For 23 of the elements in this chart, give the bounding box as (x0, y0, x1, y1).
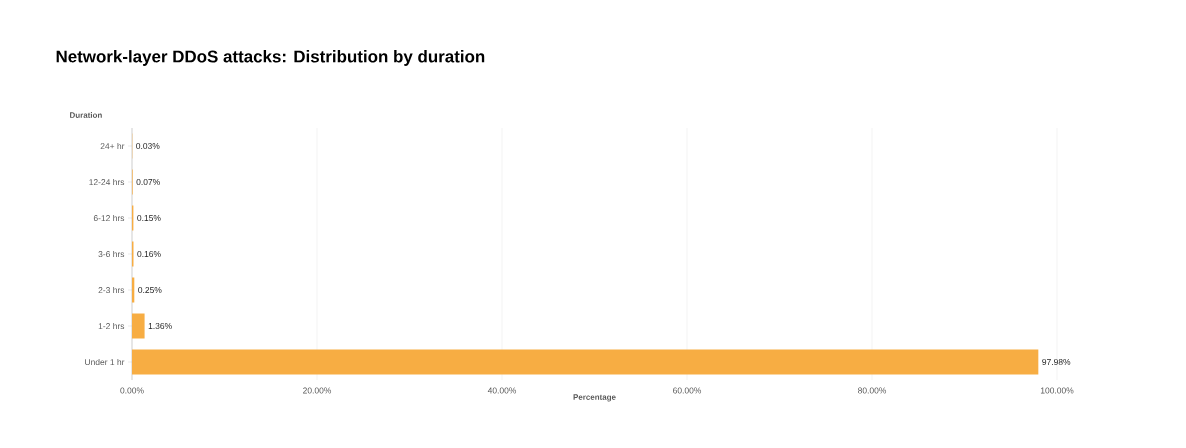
x-tick-label: 20.00% (303, 387, 332, 394)
y-tick-label: 6-12 hrs (93, 214, 125, 222)
y-tick-label: 2-3 hrs (98, 286, 125, 294)
y-tick-label: 1-2 hrs (98, 322, 125, 330)
data-label: 97.98% (1042, 359, 1071, 365)
chart-title: Network-layer DDoS attacks: Distribution by duration (56, 50, 485, 66)
data-label: 0.16% (137, 251, 161, 257)
x-tick-label: 0.00% (120, 387, 144, 394)
data-label: 0.07% (136, 179, 160, 185)
y-tick-label: 3-6 hrs (98, 250, 125, 258)
data-label: 0.25% (138, 287, 162, 293)
y-tick-label: 12-24 hrs (89, 178, 125, 186)
bar (132, 313, 145, 339)
x-tick-label: 80.00% (858, 387, 887, 394)
data-label: 0.15% (137, 215, 161, 221)
x-tick-label: 40.00% (487, 387, 517, 394)
bar (132, 349, 1039, 375)
x-tick-label: 60.00% (673, 387, 702, 394)
data-label: 0.03% (136, 143, 160, 149)
x-tick-label: 100.00% (1040, 387, 1074, 394)
data-label: 1.36% (148, 323, 172, 329)
y-tick-label: Under 1 hr (85, 358, 125, 366)
y-tick-label: 24+ hr (100, 142, 125, 150)
